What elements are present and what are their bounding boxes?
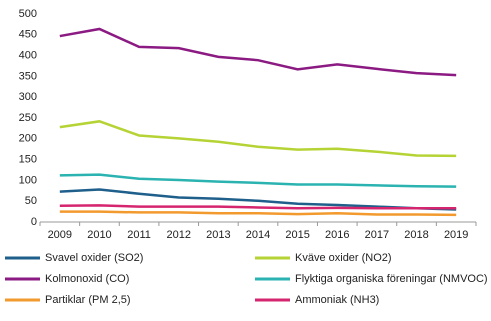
legend-label: Kolmonoxid (CO) xyxy=(45,273,129,285)
y-tick-label: 400 xyxy=(19,50,37,62)
x-tick-label: 2017 xyxy=(365,229,389,241)
series-line xyxy=(59,204,457,210)
series-line xyxy=(59,173,457,188)
x-tick-label: 2009 xyxy=(48,229,72,241)
x-tick-label: 2015 xyxy=(285,229,309,241)
y-tick-label: 200 xyxy=(19,133,37,145)
legend-label: Partiklar (PM 2,5) xyxy=(45,294,131,306)
x-tick-label: 2019 xyxy=(444,229,468,241)
y-tick-label: 350 xyxy=(19,70,37,82)
x-tick-label: 2010 xyxy=(87,229,111,241)
legend-label: Kväve oxider (NO2) xyxy=(295,252,392,264)
x-tick-label: 2012 xyxy=(166,229,190,241)
y-tick-label: 450 xyxy=(19,29,37,41)
x-tick-label: 2018 xyxy=(404,229,428,241)
y-tick-label: 50 xyxy=(25,195,37,207)
series-line xyxy=(59,210,457,217)
legend-label: Svavel oxider (SO2) xyxy=(45,252,143,264)
legend-label: Flyktiga organiska föreningar (NMVOC) xyxy=(295,273,488,285)
legend-label: Ammoniak (NH3) xyxy=(295,294,379,306)
series-line xyxy=(59,27,457,77)
y-tick-label: 250 xyxy=(19,112,37,124)
y-tick-label: 150 xyxy=(19,154,37,166)
x-tick-label: 2014 xyxy=(246,229,270,241)
y-tick-label: 0 xyxy=(31,216,37,228)
x-tick-label: 2016 xyxy=(325,229,349,241)
x-tick-label: 2013 xyxy=(206,229,230,241)
y-tick-label: 300 xyxy=(19,91,37,103)
series-line xyxy=(59,120,457,158)
x-tick-label: 2011 xyxy=(127,229,151,241)
y-tick-label: 500 xyxy=(19,8,37,20)
y-tick-label: 100 xyxy=(19,174,37,186)
